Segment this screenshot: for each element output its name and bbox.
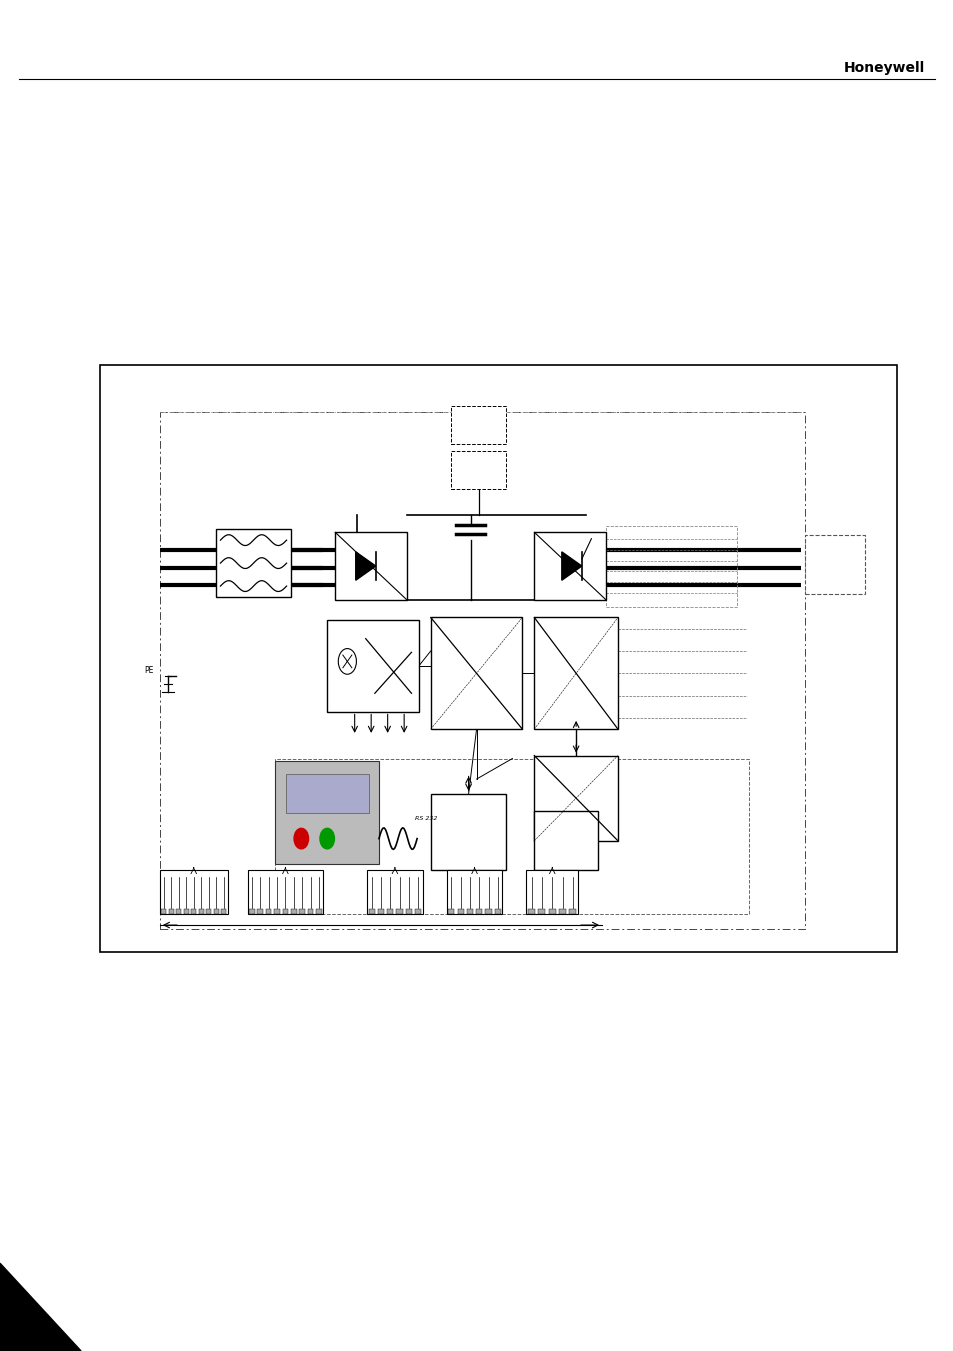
Bar	[275, 758, 749, 915]
Polygon shape	[561, 551, 581, 580]
Bar	[100, 365, 896, 952]
Bar	[161, 909, 166, 915]
Bar	[184, 909, 189, 915]
Bar	[299, 909, 305, 915]
Bar	[548, 909, 555, 915]
Bar	[282, 909, 288, 915]
Bar	[191, 909, 196, 915]
Circle shape	[319, 828, 335, 848]
Text: PE: PE	[144, 666, 153, 676]
Bar	[448, 909, 454, 915]
Bar	[495, 909, 500, 915]
Text: RS 232: RS 232	[415, 816, 437, 820]
Bar	[377, 909, 384, 915]
Circle shape	[294, 828, 308, 848]
Bar	[450, 451, 506, 489]
Bar	[315, 909, 321, 915]
Bar	[457, 909, 463, 915]
Bar	[247, 870, 323, 915]
Bar	[160, 412, 804, 929]
Bar	[335, 532, 406, 600]
Bar	[534, 532, 605, 600]
Bar	[405, 909, 412, 915]
Bar	[534, 617, 618, 730]
Bar	[176, 909, 181, 915]
Bar	[215, 530, 291, 597]
Bar	[221, 909, 226, 915]
Bar	[466, 909, 473, 915]
Bar	[308, 909, 314, 915]
Bar	[534, 812, 598, 870]
Text: Honeywell: Honeywell	[843, 61, 924, 74]
Bar	[804, 535, 864, 594]
Bar	[415, 909, 421, 915]
Bar	[266, 909, 271, 915]
Bar	[485, 909, 491, 915]
Bar	[160, 870, 228, 915]
Bar	[169, 909, 173, 915]
Bar	[450, 405, 506, 444]
Bar	[291, 909, 296, 915]
Bar	[605, 526, 737, 607]
Bar	[275, 762, 378, 865]
Bar	[327, 620, 418, 712]
Bar	[446, 870, 502, 915]
Bar	[396, 909, 402, 915]
Bar	[569, 909, 576, 915]
Bar	[431, 617, 522, 730]
Bar	[534, 755, 618, 840]
Bar	[558, 909, 565, 915]
Bar	[526, 870, 578, 915]
Bar	[274, 909, 279, 915]
Bar	[431, 794, 506, 870]
Bar	[476, 909, 482, 915]
Bar	[528, 909, 535, 915]
Polygon shape	[355, 551, 375, 580]
Bar	[213, 909, 218, 915]
Bar	[249, 909, 254, 915]
Bar	[537, 909, 545, 915]
Bar	[387, 909, 393, 915]
Bar	[206, 909, 212, 915]
Polygon shape	[0, 1263, 81, 1351]
Bar	[257, 909, 263, 915]
Bar	[286, 774, 368, 813]
Bar	[367, 870, 422, 915]
Bar	[368, 909, 375, 915]
Bar	[198, 909, 204, 915]
